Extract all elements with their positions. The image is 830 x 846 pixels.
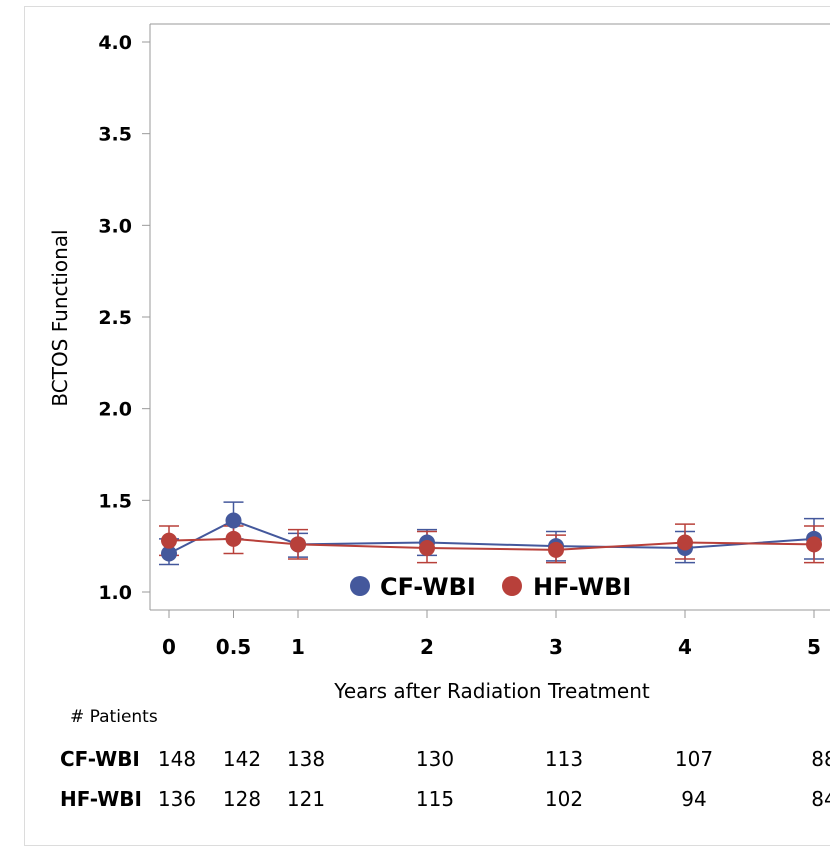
table-cell: 148: [158, 747, 196, 771]
legend-marker: [350, 576, 370, 596]
data-point: [225, 512, 242, 529]
patients-table: CF-WBI 148 142 138 130 113 107 88 HF-WBI 136 128 12…: [60, 747, 830, 811]
table-cell: 130: [416, 747, 454, 771]
legend-marker: [502, 576, 522, 596]
table-cell: 94: [681, 787, 706, 811]
series-cf-wbi: [159, 501, 824, 566]
x-tick-label: 3: [549, 635, 563, 659]
patients-table-title: # Patients: [70, 707, 158, 727]
table-cell: 107: [675, 747, 713, 771]
table-cell: 142: [223, 747, 261, 771]
data-point: [290, 536, 306, 553]
table-cell: 136: [158, 787, 196, 811]
markers-hf-wbi: [161, 530, 822, 558]
table-cell: 102: [545, 787, 583, 811]
table-cell: 88: [811, 747, 830, 771]
x-tick-label: 0: [162, 635, 176, 659]
x-tick-label: 5: [807, 635, 821, 659]
y-tick-label: 1.0: [98, 582, 132, 604]
legend: CF-WBI HF-WBI: [350, 573, 631, 601]
y-tick-label: 3.0: [98, 215, 132, 237]
legend-label: CF-WBI: [380, 573, 476, 601]
y-tick-label: 4.0: [98, 32, 132, 54]
y-tick-label: 1.5: [98, 490, 132, 512]
series-layer: [159, 501, 824, 566]
data-point: [677, 534, 693, 551]
x-tick-label: 1: [291, 635, 305, 659]
data-point: [419, 540, 435, 556]
markers-cf-wbi: [161, 512, 822, 562]
y-axis-ticks: 1.0 1.5 2.0 2.5 3.0 3.5 4.0: [98, 32, 150, 604]
table-cell: 115: [416, 787, 454, 811]
x-axis-label: Years after Radiation Treatment: [333, 679, 650, 703]
x-tick-label: 4: [678, 635, 692, 659]
x-tick-label: 2: [420, 635, 434, 659]
table-cell: 138: [287, 747, 325, 771]
table-cell: 84: [811, 787, 830, 811]
data-point: [161, 532, 177, 549]
data-point: [225, 530, 242, 547]
data-point: [161, 545, 177, 562]
y-tick-label: 2.0: [98, 399, 132, 421]
data-point: [806, 536, 822, 553]
x-tick-label: 0.5: [216, 635, 251, 659]
table-cell: 121: [287, 787, 325, 811]
data-point: [548, 541, 564, 558]
table-cell: 113: [545, 747, 583, 771]
table-cell: 128: [223, 787, 261, 811]
legend-label: HF-WBI: [533, 573, 631, 601]
y-tick-label: 3.5: [98, 124, 132, 146]
y-axis-label: BCTOS Functional: [48, 229, 72, 406]
plot-area: [149, 23, 830, 611]
y-tick-label: 2.5: [98, 307, 132, 329]
table-row-label: HF-WBI: [60, 787, 142, 811]
table-row-label: CF-WBI: [60, 747, 140, 771]
x-axis-ticks: 0 0.5 1 2 3 4 5: [162, 610, 821, 659]
